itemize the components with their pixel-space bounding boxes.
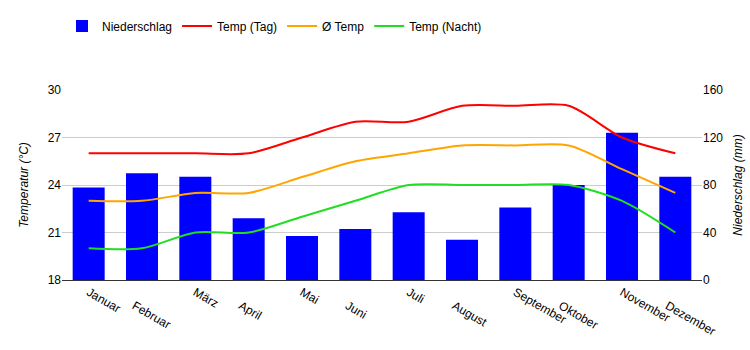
svg-text:18: 18: [48, 273, 62, 287]
svg-text:März: März: [191, 285, 221, 310]
svg-text:Temp (Tag): Temp (Tag): [217, 20, 277, 34]
svg-text:Ø Temp: Ø Temp: [322, 20, 364, 34]
svg-text:24: 24: [48, 178, 62, 192]
svg-text:Temperatur (°C): Temperatur (°C): [17, 142, 31, 228]
svg-text:Niederschlag: Niederschlag: [102, 20, 172, 34]
svg-text:30: 30: [48, 83, 62, 97]
svg-text:Mai: Mai: [298, 285, 322, 307]
svg-text:Niederschlag (mm): Niederschlag (mm): [731, 134, 745, 235]
svg-text:0: 0: [703, 273, 710, 287]
svg-text:Juni: Juni: [343, 299, 369, 322]
svg-text:21: 21: [48, 226, 62, 240]
svg-text:April: April: [236, 299, 264, 323]
svg-text:September: September: [511, 285, 569, 326]
svg-text:120: 120: [703, 131, 723, 145]
svg-text:August: August: [450, 299, 490, 330]
svg-text:40: 40: [703, 226, 717, 240]
svg-text:Dezember: Dezember: [663, 299, 718, 339]
svg-text:Temp (Nacht): Temp (Nacht): [409, 20, 481, 34]
svg-text:Februar: Februar: [130, 299, 173, 332]
svg-text:Januar: Januar: [84, 285, 123, 315]
svg-text:November: November: [618, 285, 673, 325]
svg-text:27: 27: [48, 131, 62, 145]
svg-text:160: 160: [703, 83, 723, 97]
svg-text:Juli: Juli: [404, 285, 427, 306]
svg-text:Oktober: Oktober: [556, 299, 600, 332]
svg-text:80: 80: [703, 178, 717, 192]
